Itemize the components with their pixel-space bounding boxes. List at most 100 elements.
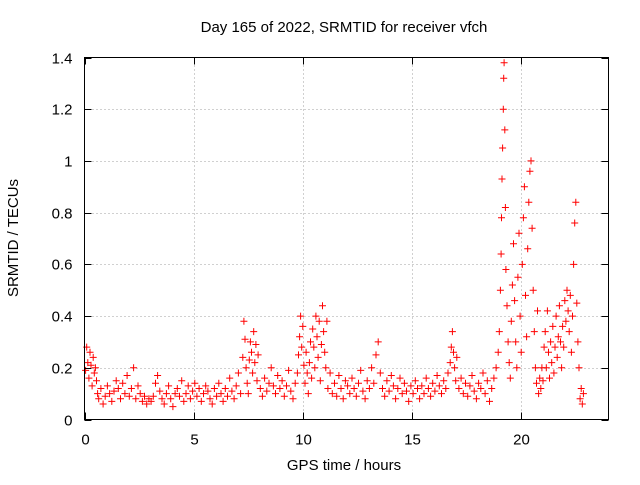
data-point (365, 385, 373, 392)
data-point (429, 379, 437, 387)
data-point (442, 385, 450, 392)
data-point (308, 374, 316, 382)
data-point (287, 387, 295, 395)
data-point (450, 348, 457, 356)
y-tick-label: 0 (64, 413, 72, 430)
data-point (208, 400, 216, 408)
data-point (256, 385, 264, 392)
data-point (501, 204, 509, 211)
data-point (562, 317, 570, 325)
data-point (414, 385, 421, 392)
data-point (272, 390, 279, 398)
data-point (251, 359, 259, 367)
data-point (477, 385, 485, 392)
y-tick-label: 0.8 (52, 206, 73, 223)
data-point (507, 317, 515, 325)
data-point (438, 390, 445, 398)
data-point (545, 348, 552, 356)
data-point (176, 392, 183, 400)
data-point (95, 395, 103, 403)
data-point (372, 351, 380, 359)
data-point (241, 335, 249, 343)
data-point (572, 198, 580, 206)
data-point (499, 105, 507, 113)
data-point (335, 372, 343, 379)
data-point (555, 302, 563, 310)
data-point (564, 307, 572, 315)
data-point (405, 397, 413, 405)
data-point (563, 286, 571, 294)
data-point (540, 343, 548, 351)
data-point (337, 385, 345, 392)
data-point (558, 364, 566, 372)
data-point (90, 369, 98, 377)
data-point (512, 338, 520, 346)
data-point (178, 377, 186, 385)
data-point (149, 392, 157, 400)
data-point (283, 382, 290, 390)
data-point (539, 377, 547, 385)
data-point (448, 328, 456, 336)
data-point (158, 395, 166, 403)
data-point (182, 390, 190, 398)
data-point (462, 379, 469, 387)
data-point (435, 382, 443, 390)
plot-frame (84, 57, 609, 420)
data-point (215, 379, 223, 387)
data-point (274, 372, 282, 379)
data-point (498, 175, 506, 183)
data-point (379, 385, 386, 392)
data-point (535, 390, 543, 398)
data-point (523, 333, 531, 341)
data-point (452, 377, 460, 385)
data-point (112, 377, 120, 385)
data-point (127, 385, 135, 392)
data-point (237, 390, 245, 398)
data-point (517, 348, 525, 356)
data-point (239, 353, 247, 361)
data-point (248, 348, 255, 356)
data-point (154, 372, 162, 379)
data-point (534, 307, 541, 315)
data-point (407, 382, 415, 390)
data-point (130, 364, 138, 372)
data-point (94, 390, 102, 398)
data-point (508, 281, 516, 289)
data-point (470, 387, 478, 395)
data-point (571, 219, 579, 227)
data-point (230, 395, 238, 403)
data-point (125, 392, 133, 400)
data-point (315, 317, 323, 325)
data-point (440, 377, 448, 385)
data-point (551, 343, 559, 351)
data-point (110, 387, 118, 395)
data-point (547, 338, 555, 346)
data-point (304, 390, 312, 398)
data-point (370, 379, 378, 387)
data-point (309, 325, 317, 333)
data-point (515, 229, 523, 237)
data-point (217, 390, 225, 398)
data-point (312, 312, 320, 320)
data-point (320, 328, 328, 336)
data-point (492, 364, 500, 372)
x-tick-label: 15 (404, 432, 421, 449)
data-point (344, 382, 352, 390)
data-point (483, 377, 491, 385)
data-point (464, 392, 472, 400)
data-point (543, 307, 551, 315)
data-point (392, 395, 400, 403)
data-point (526, 167, 534, 175)
data-point (141, 392, 148, 400)
data-point (359, 387, 367, 395)
data-point (313, 333, 321, 341)
data-point (352, 392, 360, 400)
data-point (431, 387, 439, 395)
data-point (427, 392, 435, 400)
y-tick-label: 1.2 (52, 102, 73, 119)
data-point (524, 245, 532, 253)
data-point (466, 382, 474, 390)
data-point (303, 369, 311, 377)
data-point (363, 377, 371, 385)
data-point (302, 348, 310, 356)
